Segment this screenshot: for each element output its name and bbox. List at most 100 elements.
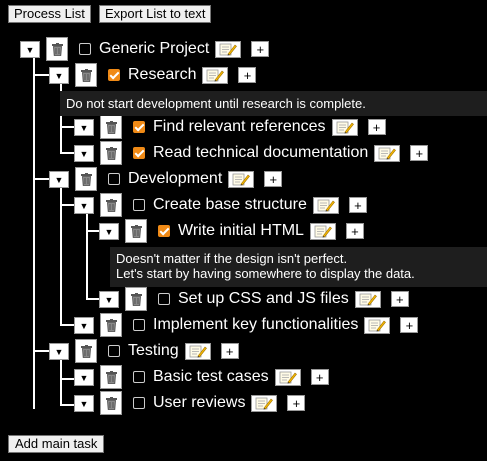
task-label: Find relevant references: [153, 118, 326, 135]
task-row-basic-test-cases: ▼ Basic test cases +: [74, 365, 329, 389]
add-subtask-button[interactable]: +: [251, 41, 270, 57]
task-row-research: ▼ Research +: [49, 63, 257, 87]
collapse-toggle-icon[interactable]: ▼: [74, 196, 94, 214]
collapse-toggle-icon[interactable]: ▼: [20, 40, 40, 58]
edit-memo-icon[interactable]: [251, 394, 278, 412]
task-row-find-relevant-references: ▼ Find relevant references +: [74, 115, 386, 139]
task-label: Generic Project: [99, 40, 210, 57]
tree-branch-research: [33, 74, 49, 76]
collapse-toggle-icon[interactable]: ▼: [49, 342, 69, 360]
note-line: Do not start development until research …: [66, 96, 366, 111]
edit-memo-icon[interactable]: [228, 170, 255, 188]
trash-icon[interactable]: [100, 313, 122, 337]
task-checkbox[interactable]: [108, 345, 120, 357]
task-label: Read technical documentation: [153, 144, 369, 161]
collapse-toggle-icon[interactable]: ▼: [74, 316, 94, 334]
add-subtask-button[interactable]: +: [400, 317, 419, 333]
note-line: Let's start by having somewhere to displ…: [116, 266, 415, 281]
edit-memo-icon[interactable]: [184, 342, 211, 360]
task-row-implement-key-functionalities: ▼ Implement key functionalities +: [74, 313, 419, 337]
tree-branch-development: [33, 178, 49, 180]
tree-line-create-base: [86, 213, 88, 299]
trash-icon[interactable]: [100, 365, 122, 389]
task-label: Research: [128, 66, 197, 83]
task-note-write-html: Doesn't matter if the design isn't perfe…: [110, 247, 487, 287]
add-subtask-button[interactable]: +: [367, 119, 386, 135]
collapse-toggle-icon[interactable]: ▼: [74, 368, 94, 386]
tree-branch-user-reviews: [60, 404, 74, 406]
edit-memo-icon[interactable]: [215, 40, 242, 58]
task-label: Write initial HTML: [178, 222, 304, 239]
task-checkbox[interactable]: [158, 293, 170, 305]
task-label: Development: [128, 170, 223, 187]
task-label: Implement key functionalities: [153, 316, 359, 333]
task-row-create-base-structure: ▼ Create base structure +: [74, 193, 367, 217]
edit-memo-icon[interactable]: [312, 196, 339, 214]
task-label: Basic test cases: [153, 368, 269, 385]
trash-icon[interactable]: [75, 167, 97, 191]
collapse-toggle-icon[interactable]: ▼: [49, 170, 69, 188]
collapse-toggle-icon[interactable]: ▼: [74, 144, 94, 162]
edit-memo-icon[interactable]: [309, 222, 336, 240]
task-checkbox[interactable]: [108, 173, 120, 185]
collapse-toggle-icon[interactable]: ▼: [99, 290, 119, 308]
trash-icon[interactable]: [75, 339, 97, 363]
add-subtask-button[interactable]: +: [310, 369, 329, 385]
trash-icon[interactable]: [125, 287, 147, 311]
task-row-development: ▼ Development +: [49, 167, 283, 191]
tree-line-research: [60, 83, 62, 153]
tree-branch-testing: [33, 350, 49, 352]
add-subtask-button[interactable]: +: [264, 171, 283, 187]
edit-memo-icon[interactable]: [202, 66, 229, 84]
collapse-toggle-icon[interactable]: ▼: [49, 66, 69, 84]
edit-memo-icon[interactable]: [374, 144, 401, 162]
trash-icon[interactable]: [125, 219, 147, 243]
add-subtask-button[interactable]: +: [390, 291, 409, 307]
task-note-research: Do not start development until research …: [60, 91, 487, 116]
task-label: Set up CSS and JS files: [178, 290, 349, 307]
task-checkbox[interactable]: [133, 397, 145, 409]
collapse-toggle-icon[interactable]: ▼: [74, 118, 94, 136]
trash-icon[interactable]: [75, 63, 97, 87]
add-subtask-button[interactable]: +: [238, 67, 257, 83]
add-subtask-button[interactable]: +: [345, 223, 364, 239]
task-checkbox[interactable]: [133, 319, 145, 331]
collapse-toggle-icon[interactable]: ▼: [99, 222, 119, 240]
add-subtask-button[interactable]: +: [287, 395, 306, 411]
trash-icon[interactable]: [100, 391, 122, 415]
tree-branch-read-docs: [60, 152, 74, 154]
add-main-task-button[interactable]: Add main task: [8, 435, 105, 453]
add-subtask-button[interactable]: +: [220, 343, 239, 359]
task-checkbox[interactable]: [133, 199, 145, 211]
task-checkbox[interactable]: [79, 43, 91, 55]
task-checkbox[interactable]: [108, 69, 120, 81]
export-list-button[interactable]: Export List to text: [99, 5, 212, 23]
task-row-testing: ▼ Testing +: [49, 339, 239, 363]
collapse-toggle-icon[interactable]: ▼: [74, 394, 94, 412]
tree-branch-create-base: [60, 204, 74, 206]
task-label: Testing: [128, 342, 179, 359]
process-list-button[interactable]: Process List: [8, 5, 91, 23]
task-checkbox[interactable]: [133, 147, 145, 159]
trash-icon[interactable]: [100, 115, 122, 139]
tree-branch-basic-tests: [60, 378, 74, 380]
task-label: User reviews: [153, 394, 246, 411]
add-subtask-button[interactable]: +: [348, 197, 367, 213]
edit-memo-icon[interactable]: [354, 290, 381, 308]
edit-memo-icon[interactable]: [331, 118, 358, 136]
task-label: Create base structure: [153, 196, 307, 213]
task-checkbox[interactable]: [133, 371, 145, 383]
trash-icon[interactable]: [100, 193, 122, 217]
tree-line-root: [33, 57, 35, 409]
task-row-generic-project: ▼ Generic Project +: [20, 37, 270, 61]
task-checkbox[interactable]: [133, 121, 145, 133]
trash-icon[interactable]: [46, 37, 68, 61]
task-row-set-up-css-and-js-files: ▼ Set up CSS and JS files +: [99, 287, 409, 311]
task-row-user-reviews: ▼ User reviews +: [74, 391, 306, 415]
trash-icon[interactable]: [100, 141, 122, 165]
tree-branch-find-references: [60, 126, 74, 128]
edit-memo-icon[interactable]: [274, 368, 301, 386]
task-checkbox[interactable]: [158, 225, 170, 237]
add-subtask-button[interactable]: +: [410, 145, 429, 161]
edit-memo-icon[interactable]: [364, 316, 391, 334]
